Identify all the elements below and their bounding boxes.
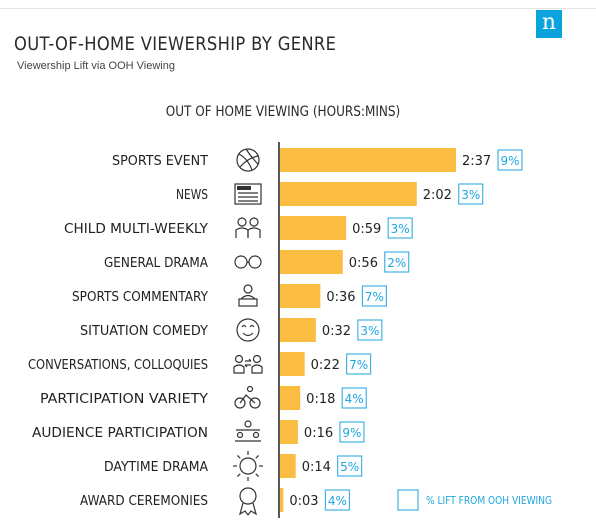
page-title: OUT-OF-HOME VIEWERSHIP BY GENRE bbox=[14, 33, 337, 55]
lift-percent-label: 4% bbox=[345, 392, 364, 406]
bar-row: SPORTS EVENT 2:37 9% bbox=[112, 148, 523, 172]
lift-percent-label: 7% bbox=[365, 290, 384, 304]
lift-box bbox=[497, 149, 523, 171]
category-label: GENERAL DRAMA bbox=[104, 256, 208, 271]
category-label: SPORTS COMMENTARY bbox=[72, 290, 208, 305]
lift-box bbox=[384, 251, 410, 273]
lift-box bbox=[339, 421, 365, 443]
lift-percent-label: 7% bbox=[349, 358, 368, 372]
category-label: PARTICIPATION VARIETY bbox=[40, 392, 208, 407]
lift-percent-label: 2% bbox=[387, 256, 406, 270]
lift-box bbox=[341, 387, 367, 409]
bar-value-label: 2:02 bbox=[423, 188, 452, 203]
category-label: CONVERSATIONS, COLLOQUIES bbox=[28, 358, 208, 373]
lift-percent-label: 9% bbox=[500, 154, 519, 168]
bar bbox=[280, 250, 343, 274]
bar-row: AWARD CEREMONIES 0:03 4% bbox=[80, 487, 350, 516]
bar-row: SITUATION COMEDY 0:32 3% bbox=[80, 318, 383, 342]
bar-row: CONVERSATIONS, COLLOQUIES 0:22 7% bbox=[28, 352, 372, 376]
conversation-icon bbox=[233, 354, 263, 374]
bar bbox=[280, 182, 417, 206]
chart-title: OUT OF HOME VIEWING (HOURS:MINS) bbox=[165, 104, 401, 120]
bar bbox=[280, 488, 284, 512]
bar-value-label: 2:37 bbox=[462, 154, 491, 169]
category-label: SITUATION COMEDY bbox=[80, 324, 208, 339]
bar-value-label: 0:03 bbox=[289, 494, 318, 509]
bar-value-label: 0:16 bbox=[304, 426, 333, 441]
sun-icon bbox=[233, 451, 263, 481]
bar bbox=[280, 420, 298, 444]
legend-swatch bbox=[397, 489, 419, 511]
commentator-icon bbox=[238, 284, 258, 307]
nielsen-logo: n bbox=[536, 10, 562, 38]
category-label: AUDIENCE PARTICIPATION bbox=[32, 426, 208, 441]
award-ribbon-icon bbox=[239, 487, 257, 516]
lift-percent-label: 3% bbox=[360, 324, 379, 338]
lift-percent-label: 3% bbox=[461, 188, 480, 202]
lift-box bbox=[361, 285, 387, 307]
bar-row: NEWS 2:02 3% bbox=[176, 182, 484, 206]
bar bbox=[280, 454, 296, 478]
lift-percent-label: 5% bbox=[340, 460, 359, 474]
bar-value-label: 0:14 bbox=[302, 460, 331, 475]
bar-value-label: 0:32 bbox=[322, 324, 351, 339]
audience-icon bbox=[235, 420, 261, 442]
category-label: AWARD CEREMONIES bbox=[80, 494, 208, 509]
bar-value-label: 0:59 bbox=[352, 222, 381, 237]
cycling-icon bbox=[234, 385, 261, 409]
bar bbox=[280, 148, 456, 172]
lift-box bbox=[357, 319, 383, 341]
newspaper-icon bbox=[234, 183, 262, 205]
bar-value-label: 0:18 bbox=[306, 392, 335, 407]
legend-label: % LIFT FROM OOH VIEWING bbox=[426, 494, 552, 507]
lift-box bbox=[387, 217, 413, 239]
bar-value-label: 0:36 bbox=[326, 290, 355, 305]
bar-value-label: 0:22 bbox=[311, 358, 340, 373]
category-label: DAYTIME DRAMA bbox=[104, 460, 208, 475]
volleyball-icon bbox=[236, 148, 260, 172]
children-icon bbox=[235, 217, 261, 238]
glasses-icon bbox=[234, 255, 262, 269]
bar bbox=[280, 284, 321, 308]
bar-row: AUDIENCE PARTICIPATION 0:16 9% bbox=[32, 420, 365, 444]
bar bbox=[280, 352, 305, 376]
bar-value-label: 0:56 bbox=[349, 256, 378, 271]
bar bbox=[280, 386, 301, 410]
bar bbox=[280, 216, 347, 240]
lift-percent-label: 9% bbox=[342, 426, 361, 440]
top-divider bbox=[0, 8, 596, 9]
bar-row: GENERAL DRAMA 0:56 2% bbox=[104, 250, 410, 274]
legend: % LIFT FROM OOH VIEWING bbox=[397, 489, 552, 511]
category-label: NEWS bbox=[176, 188, 208, 203]
bar-row: DAYTIME DRAMA 0:14 5% bbox=[104, 451, 363, 481]
bar bbox=[280, 318, 316, 342]
bar-row: PARTICIPATION VARIETY 0:18 4% bbox=[40, 385, 367, 410]
lift-box bbox=[324, 489, 350, 511]
lift-percent-label: 4% bbox=[328, 494, 347, 508]
lift-percent-label: 3% bbox=[391, 222, 410, 236]
category-label: CHILD MULTI-WEEKLY bbox=[64, 222, 208, 237]
smiley-icon bbox=[236, 318, 260, 342]
page-subtitle: Viewership Lift via OOH Viewing bbox=[17, 60, 175, 72]
bar-row: CHILD MULTI-WEEKLY 0:59 3% bbox=[64, 216, 413, 240]
bar-row: SPORTS COMMENTARY 0:36 7% bbox=[72, 284, 387, 308]
lift-box bbox=[346, 353, 372, 375]
category-label: SPORTS EVENT bbox=[112, 154, 208, 169]
lift-box bbox=[458, 183, 484, 205]
lift-box bbox=[337, 455, 363, 477]
